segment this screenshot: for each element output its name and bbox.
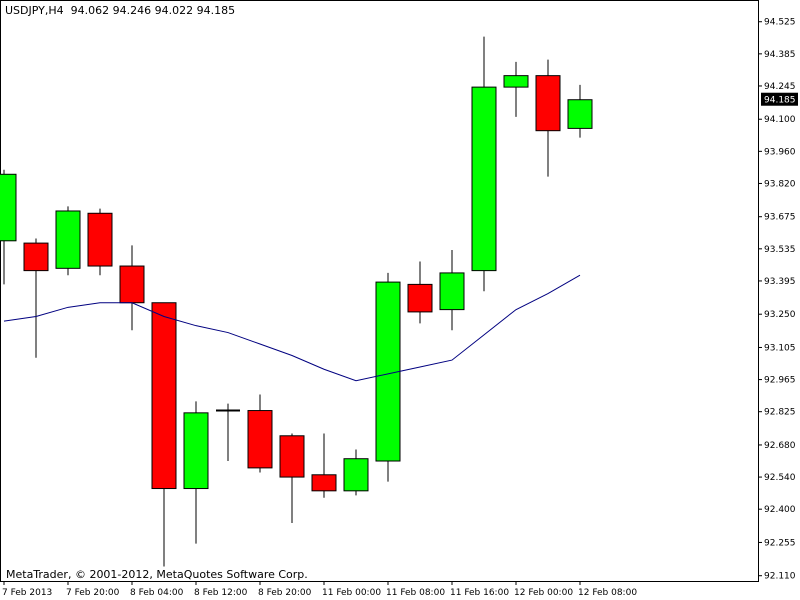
candle xyxy=(247,394,273,473)
y-tick-label: 94.245 xyxy=(764,82,796,92)
candle xyxy=(183,401,209,544)
bull-candle-body xyxy=(503,75,529,88)
bear-candle-body xyxy=(247,410,273,469)
time-axis[interactable]: 7 Feb 2013 7 Feb 20:00 8 Feb 04:00 8 Feb 12… xyxy=(2,581,637,598)
x-tick-label: 8 Feb 20:00 xyxy=(258,588,312,598)
x-tick-label: 12 Feb 00:00 xyxy=(514,588,573,598)
bull-candle-body xyxy=(471,86,497,272)
candle xyxy=(439,249,465,331)
x-tick-label: 11 Feb 08:00 xyxy=(386,588,445,598)
candles-layer xyxy=(0,36,593,567)
chart-header: USDJPY,H4 94.062 94.246 94.022 94.185 xyxy=(5,4,235,17)
bear-candle-body xyxy=(407,283,433,313)
y-tick-label: 93.105 xyxy=(764,343,796,353)
candle xyxy=(535,59,561,177)
x-tick-label: 12 Feb 08:00 xyxy=(578,588,637,598)
y-tick-label: 92.255 xyxy=(764,538,796,548)
bull-candle-body xyxy=(0,173,17,242)
candle xyxy=(151,302,177,567)
candle xyxy=(0,169,17,285)
y-tick-label: 94.100 xyxy=(764,115,796,125)
y-tick-label: 92.540 xyxy=(764,473,796,483)
x-tick-label: 8 Feb 04:00 xyxy=(130,588,184,598)
bull-candle-body xyxy=(183,412,209,490)
x-tick-label: 7 Feb 2013 xyxy=(2,588,52,598)
y-tick-label: 94.525 xyxy=(764,18,796,28)
y-tick-label: 92.110 xyxy=(764,572,796,582)
y-tick-label: 93.675 xyxy=(764,213,796,223)
y-tick-label: 92.965 xyxy=(764,376,796,386)
bear-candle-body xyxy=(311,474,337,492)
candle xyxy=(216,403,240,462)
current-price-box xyxy=(761,92,798,106)
open-value: 94.062 xyxy=(70,4,110,17)
candle xyxy=(23,238,49,358)
bear-candle-body xyxy=(23,242,49,272)
bull-candle-body xyxy=(567,99,593,129)
close-value: 94.185 xyxy=(196,4,236,17)
y-tick-label: 93.395 xyxy=(764,277,796,287)
x-tick-label: 7 Feb 20:00 xyxy=(66,588,120,598)
candle xyxy=(311,433,337,498)
bull-candle-body xyxy=(439,272,465,311)
bear-candle-body xyxy=(119,265,145,304)
candle xyxy=(471,36,497,292)
y-tick-label: 93.250 xyxy=(764,310,796,320)
high-value: 94.246 xyxy=(112,4,152,17)
y-tick-label: 93.960 xyxy=(764,147,796,157)
bull-candle-body xyxy=(375,281,401,462)
candle xyxy=(343,449,369,496)
bear-candle-body xyxy=(279,435,305,478)
candle xyxy=(119,245,145,331)
candle xyxy=(55,206,81,276)
plot-area-border xyxy=(0,0,759,582)
current-price-marker: 94.185 xyxy=(761,92,798,106)
bear-candle-body xyxy=(87,212,113,267)
copyright-text: MetaTrader, © 2001-2012, MetaQuotes Soft… xyxy=(6,568,308,581)
bull-candle-body xyxy=(55,210,81,269)
y-tick-label: 92.400 xyxy=(764,505,796,515)
candle xyxy=(567,84,593,138)
y-tick-label: 93.535 xyxy=(764,245,796,255)
y-tick-label: 92.680 xyxy=(764,441,796,451)
bull-candle-body xyxy=(343,458,369,492)
x-tick-label: 11 Feb 00:00 xyxy=(322,588,381,598)
candle xyxy=(375,272,401,482)
symbol-label: USDJPY,H4 xyxy=(5,4,64,17)
bear-candle-body xyxy=(535,75,561,132)
bear-candle-body xyxy=(151,302,177,490)
low-value: 94.022 xyxy=(154,4,194,17)
x-tick-label: 8 Feb 12:00 xyxy=(194,588,248,598)
y-tick-label: 94.385 xyxy=(764,50,796,60)
price-axis[interactable]: 94.525 94.385 94.245 94.100 93.960 93.820 93.6… xyxy=(758,18,796,582)
candle xyxy=(503,61,529,117)
y-tick-label: 93.820 xyxy=(764,179,796,189)
moving-average-line xyxy=(3,274,581,382)
candle xyxy=(87,208,113,276)
current-price-label: 94.185 xyxy=(764,96,796,106)
y-tick-label: 92.825 xyxy=(764,408,796,418)
candle xyxy=(279,433,305,523)
x-tick-label: 11 Feb 16:00 xyxy=(450,588,509,598)
candle xyxy=(407,261,433,324)
